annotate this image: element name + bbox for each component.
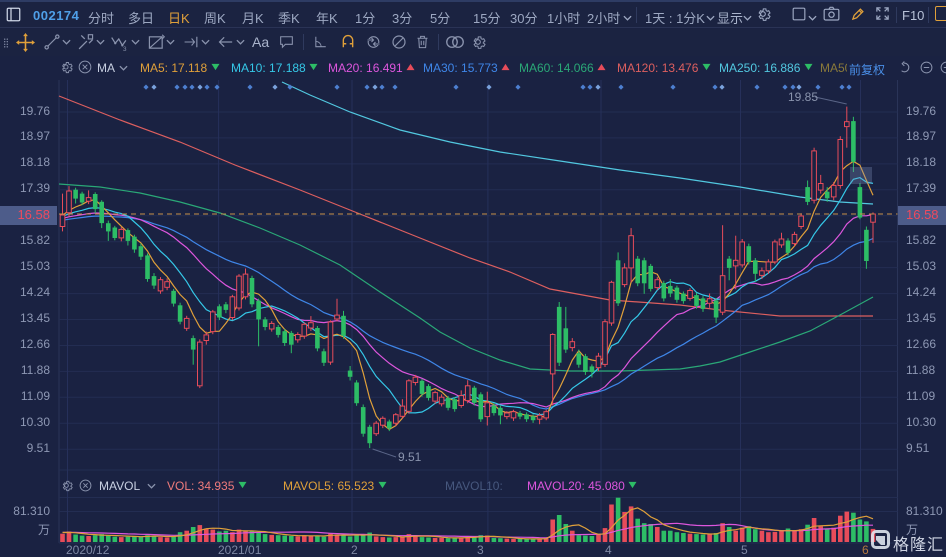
svg-text:3: 3 xyxy=(123,46,127,51)
svg-text:9.51: 9.51 xyxy=(398,450,422,464)
svg-text:19.85: 19.85 xyxy=(788,90,818,104)
